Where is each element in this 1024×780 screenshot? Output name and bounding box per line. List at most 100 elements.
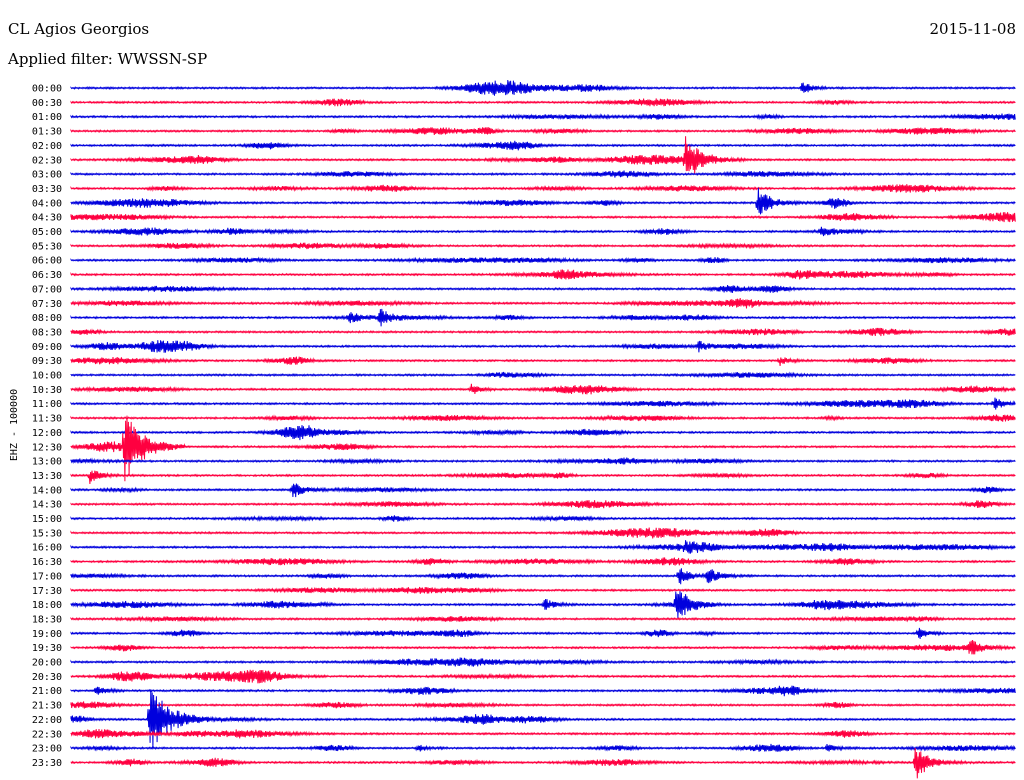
row-label: 23:00 [32,744,62,755]
trace-row [70,79,1016,96]
row-label: 05:30 [32,241,62,252]
trace-row [70,113,1016,121]
trace-row [70,470,1016,485]
trace-row [70,747,1016,779]
row-label: 15:00 [32,514,62,525]
trace-row [70,568,1016,585]
row-label: 06:30 [32,270,62,281]
row-label: 10:30 [32,385,62,396]
row-label: 16:30 [32,557,62,568]
trace-row [70,425,1016,441]
trace-row [70,136,1016,175]
row-label: 19:00 [32,629,62,640]
trace-row [70,187,1016,215]
trace-row [70,483,1016,498]
trace-row [70,527,1016,539]
trace-row [70,242,1016,250]
row-label: 20:30 [32,672,62,683]
y-axis-label: EHZ - 100000 [9,389,20,461]
row-label: 00:30 [32,98,62,109]
trace-row [70,457,1016,465]
trace-row [70,415,1016,482]
row-label: 19:30 [32,643,62,654]
row-label: 20:00 [32,658,62,669]
row-label: 08:30 [32,327,62,338]
trace-row [70,327,1016,337]
date-label: 2015-11-08 [929,20,1016,38]
trace-row [70,414,1016,422]
row-label: 10:00 [32,371,62,382]
trace-row [70,657,1016,667]
trace-row [70,98,1016,107]
trace-row [70,743,1016,752]
row-label: 21:00 [32,686,62,697]
trace-row [70,297,1016,309]
row-label: 01:00 [32,112,62,123]
trace-row [70,669,1016,684]
row-label: 02:00 [32,141,62,152]
row-label: 23:30 [32,758,62,769]
row-label: 07:00 [32,284,62,295]
row-label: 16:00 [32,543,62,554]
trace-row [70,728,1016,739]
row-label: 17:30 [32,586,62,597]
row-label: 18:30 [32,614,62,625]
trace-row [70,356,1016,366]
trace-row [70,371,1016,379]
row-label: 02:30 [32,155,62,166]
trace-row [70,212,1016,223]
row-labels: 00:00 00:30 01:00 01:30 02:00 02:30 03:00 03:30… [32,84,62,769]
row-label: 03:00 [32,170,62,181]
row-label: 04:00 [32,198,62,209]
trace-row [70,269,1016,280]
trace-row [70,514,1016,523]
row-label: 04:30 [32,213,62,224]
row-label: 09:30 [32,356,62,367]
trace-row [70,500,1016,509]
trace-row [70,627,1016,639]
row-label: 07:30 [32,299,62,310]
trace-row [70,557,1016,566]
row-label: 09:00 [32,342,62,353]
trace-row [70,615,1016,623]
row-label: 05:00 [32,227,62,238]
row-label: 21:30 [32,701,62,712]
trace-row [70,701,1016,709]
trace-row [70,285,1016,293]
row-label: 03:30 [32,184,62,195]
trace-row [70,170,1016,178]
trace-row [70,685,1016,697]
trace-row [70,586,1016,594]
trace-row [70,540,1016,554]
trace-row [70,340,1016,353]
station-title: CL Agios Georgios [8,20,150,38]
trace-row [70,308,1016,327]
row-label: 18:00 [32,600,62,611]
trace-row [70,639,1016,655]
row-label: 22:00 [32,715,62,726]
row-label: 11:30 [32,414,62,425]
filter-label: Applied filter: WWSSN-SP [8,50,208,68]
trace-row [70,256,1016,264]
trace-row [70,140,1016,151]
trace-row [70,127,1016,135]
row-label: 08:00 [32,313,62,324]
row-label: 15:30 [32,528,62,539]
row-label: 12:30 [32,442,62,453]
trace-row [70,397,1016,410]
row-label: 12:00 [32,428,62,439]
trace-row [70,689,1016,750]
trace-row [70,184,1016,193]
row-label: 13:30 [32,471,62,482]
trace-row [70,591,1016,618]
trace-row [70,226,1016,237]
row-label: 01:30 [32,127,62,138]
trace-row [70,383,1016,395]
row-label: 22:30 [32,729,62,740]
row-label: 11:00 [32,399,62,410]
row-label: 06:00 [32,256,62,267]
row-label: 00:00 [32,84,62,95]
traces [70,79,1016,779]
row-label: 17:00 [32,571,62,582]
